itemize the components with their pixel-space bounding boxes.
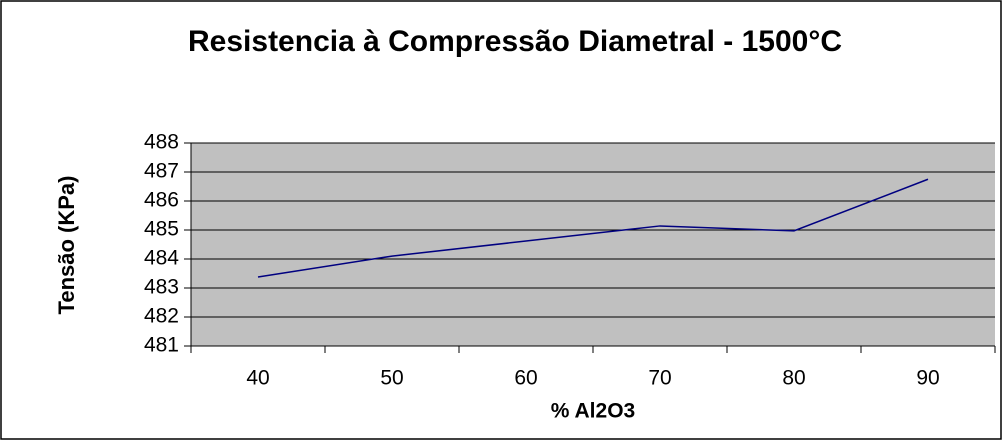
y-axis-title: Tensão (KPa) (54, 176, 79, 315)
x-tick-label: 70 (648, 367, 671, 390)
y-tick-label: 484 (144, 247, 179, 270)
x-tick-label: 40 (246, 367, 269, 390)
plot-area (191, 143, 995, 346)
y-tick-label: 487 (144, 160, 179, 183)
chart-title: Resistencia à Compressão Diametral - 150… (188, 25, 842, 58)
x-tick-label: 50 (380, 367, 403, 390)
y-tick-label: 486 (144, 189, 179, 212)
y-tick-label: 488 (144, 131, 179, 154)
y-tick-label: 482 (144, 305, 179, 328)
x-tick-label: 60 (514, 367, 537, 390)
y-tick-label: 485 (144, 218, 179, 241)
y-tick-label: 481 (144, 334, 179, 357)
y-tick-label: 483 (144, 276, 179, 299)
x-tick-label: 80 (782, 367, 805, 390)
series-line (257, 178, 929, 278)
x-axis-title: % Al2O3 (551, 400, 635, 423)
x-tick-label: 90 (916, 367, 939, 390)
